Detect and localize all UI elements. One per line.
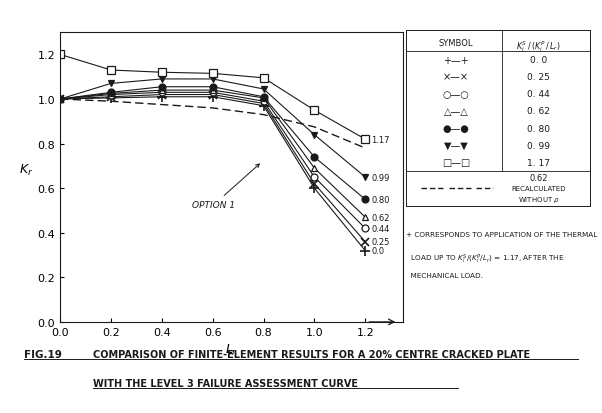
Text: △—△: △—△ [444,107,468,117]
Text: 1. 17: 1. 17 [527,158,550,167]
Text: 0. 62: 0. 62 [527,107,550,116]
Text: OPTION 1: OPTION 1 [193,165,259,210]
Text: 0.44: 0.44 [371,224,390,233]
Text: LOAD UP TO $K_i^S/(K_i^P/L_r)$ = 1.17, AFTER THE: LOAD UP TO $K_i^S/(K_i^P/L_r)$ = 1.17, A… [406,252,565,265]
Text: FIG.19: FIG.19 [24,349,62,359]
Text: 0. 25: 0. 25 [527,73,550,82]
Text: ●—●: ●—● [442,124,470,134]
Text: 0. 80: 0. 80 [527,124,550,133]
Text: 0. 44: 0. 44 [527,90,550,99]
Text: MECHANICAL LOAD.: MECHANICAL LOAD. [406,273,483,278]
Text: COMPARISON OF FINITE-ELEMENT RESULTS FOR A 20% CENTRE CRACKED PLATE: COMPARISON OF FINITE-ELEMENT RESULTS FOR… [93,349,530,359]
Text: 0.99: 0.99 [371,173,390,182]
Text: WITHOUT $\rho$: WITHOUT $\rho$ [518,195,559,204]
X-axis label: $L_r$: $L_r$ [225,342,238,358]
Text: $K_i^S\,/\,(K_i^P\,/\,L_r)$: $K_i^S\,/\,(K_i^P\,/\,L_r)$ [517,39,560,54]
Text: ×—×: ×—× [443,73,469,83]
Text: SYMBOL: SYMBOL [439,39,473,48]
Text: 0. 99: 0. 99 [527,141,550,150]
Text: 0.25: 0.25 [371,237,390,247]
Text: 0.80: 0.80 [371,195,390,204]
Text: 0. 0: 0. 0 [530,56,547,65]
Text: □—□: □—□ [442,158,470,168]
Text: RECALCULATED: RECALCULATED [511,186,566,192]
Text: + CORRESPONDS TO APPLICATION OF THE THERMAL: + CORRESPONDS TO APPLICATION OF THE THER… [406,231,598,237]
Text: 0.62: 0.62 [529,174,548,183]
Text: +—+: +—+ [443,56,469,66]
Y-axis label: $K_r$: $K_r$ [19,163,34,178]
Text: 0.62: 0.62 [371,213,390,222]
Text: ○—○: ○—○ [442,90,470,100]
Text: 1.17: 1.17 [371,135,390,144]
Text: WITH THE LEVEL 3 FAILURE ASSESSMENT CURVE: WITH THE LEVEL 3 FAILURE ASSESSMENT CURV… [93,378,358,388]
Text: ▼—▼: ▼—▼ [444,141,468,151]
Text: 0.0: 0.0 [371,247,385,256]
